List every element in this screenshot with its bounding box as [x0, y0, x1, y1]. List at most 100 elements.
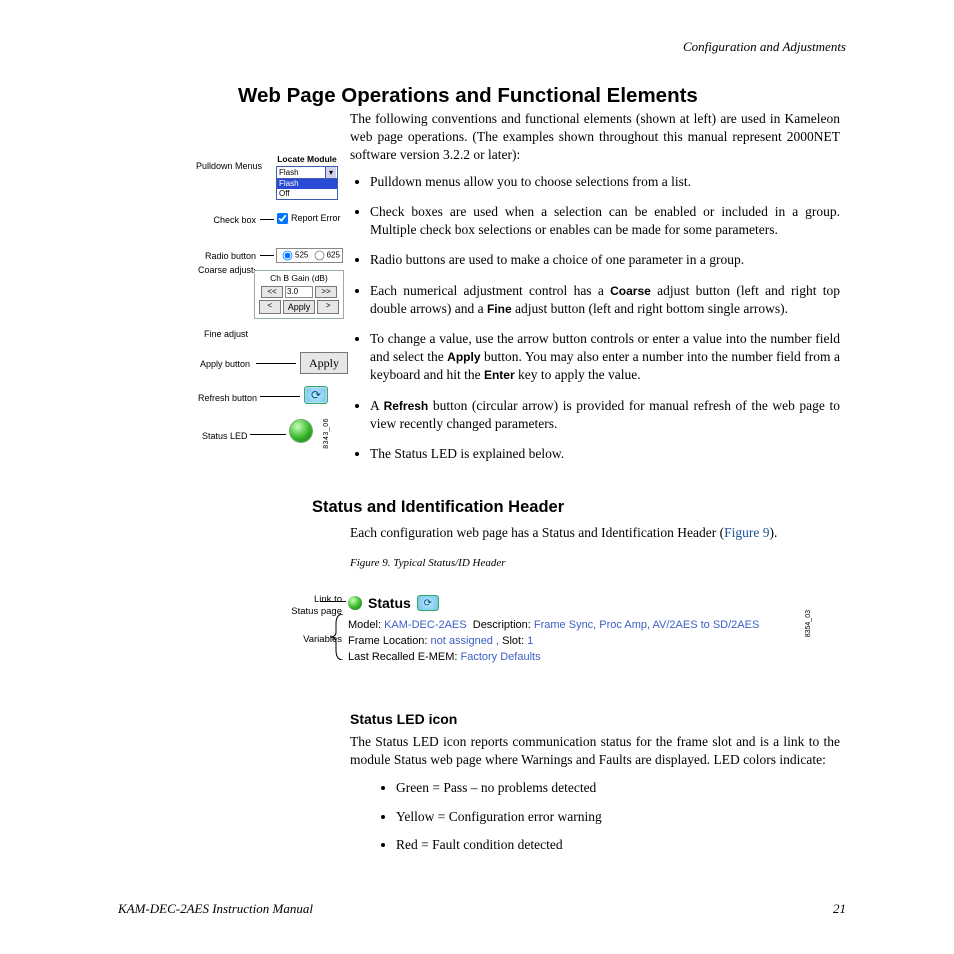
status-info-line-3: Last Recalled E-MEM: Factory Defaults [348, 649, 793, 665]
enter-term: Enter [484, 368, 515, 382]
callout-label-checkbox: Check box [213, 214, 256, 226]
locate-module-opt-flash[interactable]: Flash [277, 179, 337, 189]
model-value: KAM-DEC-2AES [384, 619, 467, 631]
locate-module-options[interactable]: Flash Off [276, 179, 338, 200]
callout-pulldown: Pulldown Menus Locate Module Flash Flash… [198, 158, 338, 198]
footer-manual-title: KAM-DEC-2AES Instruction Manual [118, 900, 313, 918]
description-key: Description: [473, 619, 531, 631]
slot-key: Slot: [502, 635, 524, 647]
callout-line [260, 396, 300, 397]
status-info-line-2: Frame Location: not assigned , Slot: 1 [348, 633, 793, 649]
apply-button-standalone[interactable]: Apply [300, 352, 348, 374]
refresh-icon: ⟳ [311, 387, 321, 403]
gain-value-input[interactable]: 3.0 [285, 286, 313, 298]
led-yellow-item: Yellow = Configuration error warning [396, 808, 840, 826]
intro-paragraph: The following conventions and functional… [350, 110, 840, 165]
led-color-list: Green = Pass – no problems detected Yell… [378, 779, 840, 854]
bullet-status-led: The Status LED is explained below. [370, 445, 840, 463]
fine-decrement-button[interactable]: < [259, 300, 281, 314]
status-led-paragraph: The Status LED icon reports communicatio… [350, 733, 840, 769]
emem-value: Factory Defaults [461, 651, 541, 663]
coarse-term: Coarse [610, 284, 651, 298]
bullet-coarse-fine: Each numerical adjustment control has a … [370, 282, 840, 318]
refresh-button-standalone[interactable]: ⟳ [304, 386, 328, 404]
status-led-small-icon[interactable] [348, 596, 362, 610]
radio-525-label: 525 [295, 251, 308, 260]
emem-key: Last Recalled E-MEM: [348, 651, 457, 663]
text: button (circular arrow) is provided for … [370, 398, 840, 431]
locate-module-widget[interactable]: Locate Module Flash Flash Off [276, 154, 338, 200]
figure-9-link[interactable]: Figure 9 [724, 525, 769, 540]
text: key to apply the value. [515, 367, 641, 382]
figure-side-code-2: 8354_03 [804, 610, 813, 637]
description-value: Frame Sync, Proc Amp, AV/2AES to SD/2AES [534, 619, 759, 631]
callout-label-apply: Apply button [200, 358, 250, 370]
status-led-heading: Status LED icon [350, 710, 840, 729]
status-led-block: Status LED icon The Status LED icon repo… [350, 700, 840, 864]
callout-label-coarse: Coarse adjust [198, 264, 254, 276]
locate-module-opt-off[interactable]: Off [277, 189, 337, 199]
model-key: Model: [348, 619, 381, 631]
callout-checkbox: Check box Report Error [198, 210, 338, 234]
status-id-paragraph: Each configuration web page has a Status… [350, 524, 840, 542]
radio-625[interactable] [314, 251, 324, 261]
fine-term: Fine [487, 302, 512, 316]
radio-example[interactable]: 525 625 [276, 248, 343, 263]
status-label[interactable]: Status [368, 594, 411, 613]
radio-525[interactable] [283, 251, 293, 261]
fine-increment-button[interactable]: > [317, 300, 339, 314]
brace-svg [330, 614, 344, 660]
figure-9-caption: Figure 9. Typical Status/ID Header [350, 556, 840, 571]
text: ). [769, 525, 777, 540]
callout-label-radio: Radio button [205, 250, 256, 262]
refresh-term: Refresh [384, 399, 429, 413]
callout-label-refresh: Refresh button [198, 392, 257, 404]
status-id-header-figure: Status ⟳ Model: KAM-DEC-2AES Description… [348, 594, 793, 665]
radio-625-label: 625 [327, 251, 340, 260]
figure-side-code-1: 8343_06 [322, 418, 331, 449]
status-id-heading: Status and Identification Header [312, 496, 840, 518]
gain-adjust-widget[interactable]: Ch B Gain (dB) << 3.0 >> < Apply > [254, 270, 344, 319]
apply-button-inline[interactable]: Apply [283, 300, 316, 314]
bullet-checkbox: Check boxes are used when a selection ca… [370, 203, 840, 239]
main-bullet-list: Pulldown menus allow you to choose selec… [350, 173, 840, 464]
bullet-pulldown: Pulldown menus allow you to choose selec… [370, 173, 840, 191]
locate-module-select[interactable]: Flash [276, 166, 338, 179]
callout-label-fine: Fine adjust [204, 328, 248, 340]
brace-icon [330, 614, 344, 660]
bullet-apply: To change a value, use the arrow button … [370, 330, 840, 385]
callout-label-status-led: Status LED [202, 430, 248, 442]
callout-line [260, 219, 274, 220]
frame-location-value: not assigned , [431, 635, 500, 647]
bullet-radio: Radio buttons are used to make a choice … [370, 251, 840, 269]
running-header: Configuration and Adjustments [683, 38, 846, 56]
callout-label-pulldown: Pulldown Menus [196, 160, 262, 172]
status-led-icon[interactable] [290, 420, 312, 442]
callout-line [320, 601, 346, 602]
slot-value: 1 [527, 635, 533, 647]
gain-title: Ch B Gain (dB) [257, 273, 341, 284]
bullet-refresh: A Refresh button (circular arrow) is pro… [370, 397, 840, 433]
coarse-increment-button[interactable]: >> [315, 286, 337, 298]
footer-page-number: 21 [833, 900, 846, 918]
callout-line [256, 363, 296, 364]
text: adjust button (left and right bottom sin… [512, 301, 788, 316]
locate-module-title: Locate Module [276, 154, 338, 165]
led-green-item: Green = Pass – no problems detected [396, 779, 840, 797]
refresh-icon: ⟳ [424, 597, 432, 611]
status-info-line-1: Model: KAM-DEC-2AES Description: Frame S… [348, 617, 793, 633]
apply-term: Apply [447, 350, 480, 364]
text: A [370, 398, 384, 413]
checkbox-example[interactable]: Report Error [276, 212, 341, 225]
refresh-small-button[interactable]: ⟳ [417, 595, 439, 611]
checkbox-input[interactable] [277, 213, 288, 224]
checkbox-text: Report Error [291, 213, 341, 223]
body-column: The following conventions and functional… [350, 110, 840, 475]
callout-link-to: Link to [256, 594, 342, 606]
text: Each numerical adjustment control has a [370, 283, 610, 298]
coarse-decrement-button[interactable]: << [261, 286, 283, 298]
status-id-section: Status and Identification Header Each co… [312, 496, 840, 575]
led-red-item: Red = Fault condition detected [396, 836, 840, 854]
callout-line [250, 434, 286, 435]
text: Each configuration web page has a Status… [350, 525, 724, 540]
